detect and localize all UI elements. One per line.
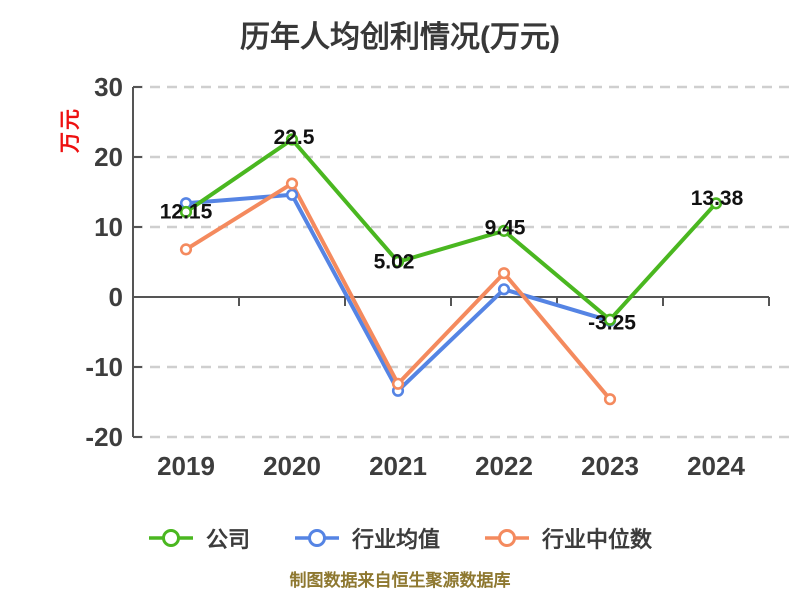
x-tick-label: 2019 [157,451,215,481]
series-marker-industry-median [285,177,299,190]
legend-label-company: 公司 [205,527,250,552]
series-marker-industry-median [497,267,511,280]
chart-title: 历年人均创利情况(万元) [240,21,560,54]
series-marker-company [709,197,723,210]
series-marker-industry-average [285,188,299,201]
y-tick-label: 10 [94,212,123,242]
legend-label-industry-median: 行业中位数 [542,527,653,552]
data-label-company: -3.25 [588,311,636,334]
y-tick-label: 30 [94,72,123,102]
legend-item-industry-average: 行业均值 [294,522,440,554]
y-tick-label: -10 [85,352,123,382]
x-tick-label: 2022 [475,451,533,481]
x-tick-label: 2020 [263,451,321,481]
y-tick-label: 20 [94,142,123,172]
series-marker-industry-median [603,393,617,406]
y-tick-label: -20 [85,422,123,452]
legend-marker-industry-average-icon [294,529,339,547]
x-tick-label: 2024 [687,451,745,481]
series-marker-industry-average [497,283,511,296]
series-marker-company [179,205,193,219]
series-marker-company [497,224,511,237]
x-tick-label: 2023 [581,451,639,481]
series-marker-company [285,133,299,146]
x-tick-label: 2021 [369,451,427,481]
legend-marker-industry-median-icon [485,529,529,547]
series-marker-company [603,313,617,326]
legend-label-industry-average: 行业均值 [351,527,440,552]
y-tick-label: 0 [109,282,123,312]
data-label-company: 22.5 [274,126,315,149]
series-marker-industry-median [391,377,405,390]
data-label-company: 12.15 [160,200,213,223]
series-marker-company [391,255,405,268]
data-label-company: 13.38 [691,187,744,210]
series-line-company [184,137,718,322]
legend-item-industry-median: 行业中位数 [484,522,652,554]
data-label-company: 9.45 [485,216,526,239]
data-label-company: 5.02 [374,250,415,273]
series-line-industry-average [184,192,612,393]
series-marker-industry-median [179,243,193,256]
footer-note: 制图数据来自恒生聚源数据库 [289,571,511,590]
legend-marker-company-icon [148,529,193,547]
legend-item-company: 公司 [148,522,250,554]
legend: 公司 行业均值 行业中位数 [0,518,800,558]
